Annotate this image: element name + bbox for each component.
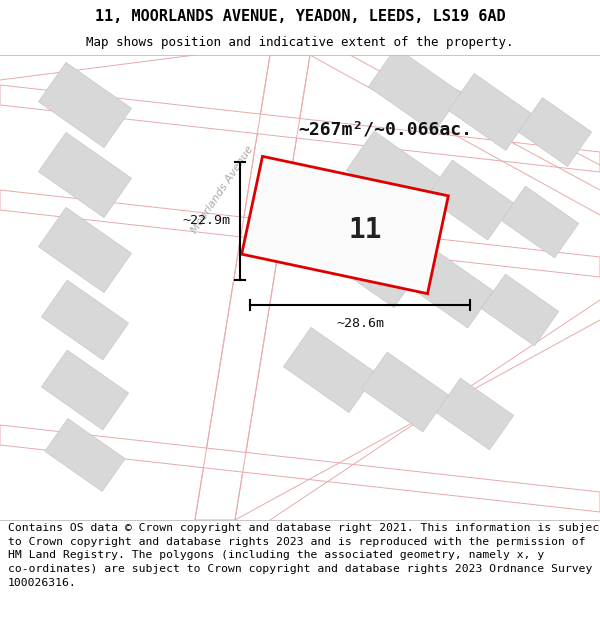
Polygon shape — [0, 85, 600, 172]
Polygon shape — [346, 131, 443, 219]
Polygon shape — [41, 350, 128, 430]
Polygon shape — [361, 352, 449, 432]
Polygon shape — [427, 160, 514, 240]
Text: ~28.6m: ~28.6m — [336, 317, 384, 330]
Text: ~22.9m: ~22.9m — [182, 214, 230, 228]
Polygon shape — [448, 74, 532, 151]
Polygon shape — [502, 186, 578, 258]
Polygon shape — [368, 48, 461, 132]
Text: 11: 11 — [348, 216, 382, 244]
Polygon shape — [328, 222, 422, 308]
Polygon shape — [518, 98, 592, 166]
Polygon shape — [0, 190, 600, 277]
Polygon shape — [283, 328, 377, 412]
Polygon shape — [242, 156, 448, 294]
Polygon shape — [45, 419, 125, 491]
Polygon shape — [38, 132, 131, 218]
Polygon shape — [406, 248, 494, 328]
Text: Map shows position and indicative extent of the property.: Map shows position and indicative extent… — [86, 36, 514, 49]
Polygon shape — [38, 208, 131, 292]
Polygon shape — [41, 280, 128, 360]
Polygon shape — [0, 425, 600, 512]
Polygon shape — [38, 62, 131, 148]
Polygon shape — [481, 274, 559, 346]
Polygon shape — [436, 378, 514, 450]
Polygon shape — [195, 55, 310, 520]
Text: ~267m²/~0.066ac.: ~267m²/~0.066ac. — [298, 121, 472, 139]
Text: Moorlands Avenue: Moorlands Avenue — [189, 144, 255, 236]
Text: 11, MOORLANDS AVENUE, YEADON, LEEDS, LS19 6AD: 11, MOORLANDS AVENUE, YEADON, LEEDS, LS1… — [95, 9, 505, 24]
Text: Contains OS data © Crown copyright and database right 2021. This information is : Contains OS data © Crown copyright and d… — [8, 523, 600, 588]
